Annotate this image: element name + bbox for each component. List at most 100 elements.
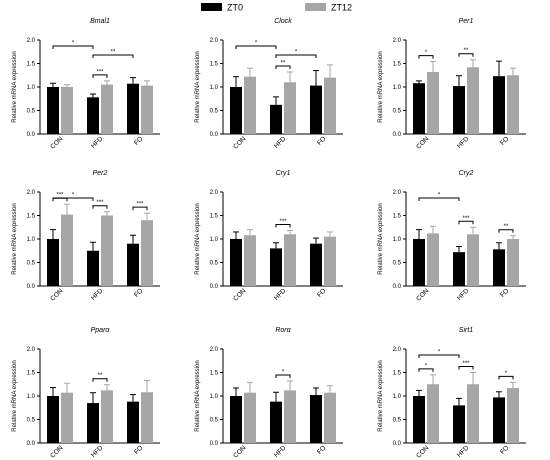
significance-bracket xyxy=(498,229,514,233)
bar-zt0 xyxy=(47,396,59,443)
bar-zt0 xyxy=(270,401,282,443)
significance-bracket xyxy=(92,378,108,382)
y-tick-label: 0.5 xyxy=(393,418,402,424)
bar-zt12 xyxy=(467,67,479,134)
category-label: HFD xyxy=(456,135,471,150)
legend-swatch-zt0 xyxy=(201,3,222,11)
bar-zt0 xyxy=(493,76,505,134)
significance-label: * xyxy=(255,41,258,47)
y-tick-label: 1.5 xyxy=(27,214,36,220)
significance-bracket xyxy=(275,374,291,378)
significance-bracket xyxy=(92,54,134,58)
category-label: HFD xyxy=(273,287,288,302)
y-tick-label: 0.0 xyxy=(393,441,402,447)
legend: ZT0 ZT12 xyxy=(201,3,352,13)
y-tick-label: 1.5 xyxy=(393,214,402,220)
category-label: FO xyxy=(316,444,327,455)
y-tick-label: 1.5 xyxy=(27,371,36,377)
panel-grid: Bmal1 0.0 0.5 1.0 1.5 2.0 Relative mRNA expres… xyxy=(12,18,526,460)
y-tick-label: 2.0 xyxy=(27,38,36,44)
bar-zt0 xyxy=(127,401,139,443)
y-axis-label: Relative mRNA expression xyxy=(195,51,201,122)
bar-zt12 xyxy=(61,392,73,443)
category-label: FO xyxy=(499,135,510,146)
significance-bracket xyxy=(498,375,514,380)
bar-zt0 xyxy=(87,403,99,443)
significance-bracket xyxy=(458,220,474,225)
y-tick-label: 2.0 xyxy=(27,190,36,196)
category-label: HFD xyxy=(456,444,471,459)
bar-zt0 xyxy=(310,85,322,134)
y-tick-label: 0.5 xyxy=(393,261,402,267)
category-label: FO xyxy=(499,444,510,455)
bar-zt12 xyxy=(467,384,479,443)
significance-label: * xyxy=(72,193,75,199)
y-tick-label: 1.5 xyxy=(393,62,402,68)
y-tick-label: 0.0 xyxy=(27,284,36,290)
panel-title: Per2 xyxy=(93,170,108,177)
y-tick-label: 2.0 xyxy=(210,190,219,196)
y-tick-label: 1.0 xyxy=(27,394,36,400)
chart-panel: Per1 0.0 0.5 1.0 1.5 2.0 Relative mRNA express… xyxy=(378,18,526,151)
bar-zt0 xyxy=(413,239,425,286)
y-tick-label: 1.0 xyxy=(27,85,36,91)
category-label: HFD xyxy=(90,135,105,150)
y-tick-label: 2.0 xyxy=(27,347,36,353)
bar-zt0 xyxy=(127,243,139,286)
panel-title: Pparα xyxy=(91,327,111,334)
category-label: HFD xyxy=(90,444,105,459)
category-label: CON xyxy=(415,287,430,302)
bar-zt12 xyxy=(467,234,479,286)
y-tick-label: 1.0 xyxy=(27,237,36,243)
significance-label: ** xyxy=(111,50,116,56)
bar-zt12 xyxy=(324,392,336,443)
category-label: FO xyxy=(133,444,144,455)
bar-zt12 xyxy=(61,87,73,134)
y-axis-label: Relative mRNA expression xyxy=(12,360,18,431)
y-tick-label: 0.5 xyxy=(393,109,402,115)
y-axis-label: Relative mRNA expression xyxy=(195,203,201,274)
y-tick-label: 1.5 xyxy=(210,62,219,68)
significance-label: *** xyxy=(279,219,287,225)
significance-bracket xyxy=(418,55,434,59)
y-axis-label: Relative mRNA expression xyxy=(12,51,18,122)
significance-label: *** xyxy=(462,361,470,367)
significance-bracket xyxy=(418,197,460,201)
bar-zt12 xyxy=(61,214,73,286)
panel-title: Bmal1 xyxy=(90,18,110,25)
y-tick-label: 1.5 xyxy=(393,371,402,377)
legend-label-zt12: ZT12 xyxy=(331,3,352,13)
category-label: HFD xyxy=(273,135,288,150)
y-tick-label: 1.5 xyxy=(210,214,219,220)
y-tick-label: 0.0 xyxy=(210,441,219,447)
category-label: CON xyxy=(232,444,247,459)
bar-zt0 xyxy=(230,396,242,443)
bar-zt12 xyxy=(244,235,256,286)
bar-zt12 xyxy=(284,82,296,134)
bar-zt0 xyxy=(87,97,99,134)
category-label: CON xyxy=(49,135,64,150)
y-tick-label: 0.5 xyxy=(210,109,219,115)
significance-label: * xyxy=(438,193,441,199)
chart-panel: Cry2 0.0 0.5 1.0 1.5 2.0 Relative mRNA express… xyxy=(378,170,526,303)
category-label: FO xyxy=(316,287,327,298)
category-label: CON xyxy=(232,135,247,150)
significance-label: ** xyxy=(464,48,469,54)
significance-label: *** xyxy=(462,216,470,222)
bar-zt12 xyxy=(324,77,336,134)
y-tick-label: 0.5 xyxy=(210,418,219,424)
bar-zt0 xyxy=(47,239,59,286)
significance-bracket xyxy=(52,45,94,49)
significance-bracket xyxy=(275,65,291,69)
y-tick-label: 0.0 xyxy=(393,132,402,138)
chart-panel: Bmal1 0.0 0.5 1.0 1.5 2.0 Relative mRNA expres… xyxy=(12,18,160,151)
chart-panel: Rorα 0.0 0.5 1.0 1.5 2.0 Relative mRNA express… xyxy=(195,327,343,460)
chart-panel: Cry1 0.0 0.5 1.0 1.5 2.0 Relative mRNA express… xyxy=(195,170,343,303)
significance-label: * xyxy=(505,371,508,377)
significance-label: *** xyxy=(56,193,64,199)
significance-bracket xyxy=(275,54,317,58)
bar-zt12 xyxy=(427,384,439,443)
significance-label: *** xyxy=(96,200,104,206)
y-tick-label: 1.5 xyxy=(27,62,36,68)
